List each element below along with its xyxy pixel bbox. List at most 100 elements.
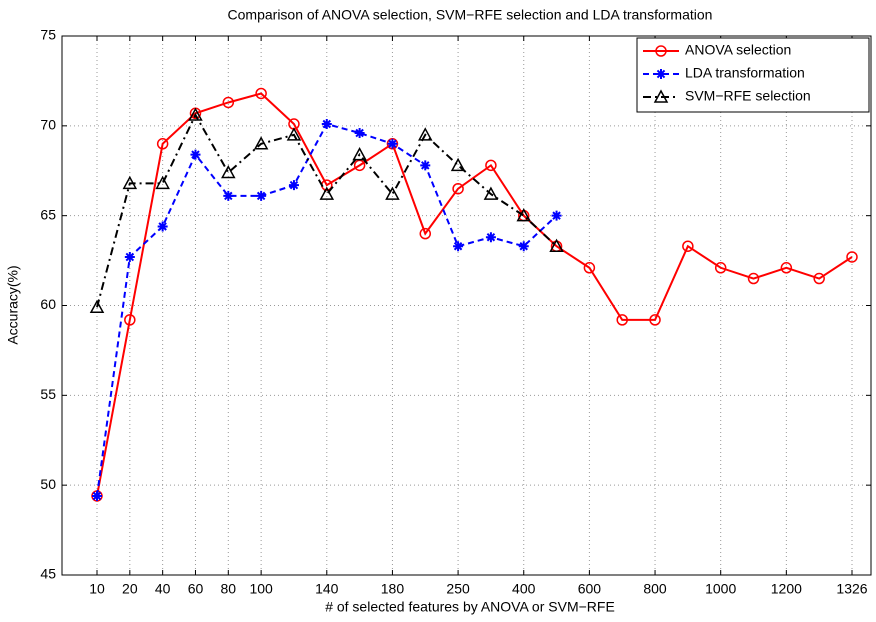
x-tick-label: 180 — [381, 581, 405, 597]
marker — [518, 241, 529, 252]
marker-shape — [714, 262, 727, 274]
marker-shape — [518, 241, 529, 252]
marker-shape — [124, 251, 135, 262]
marker — [649, 314, 661, 326]
marker — [155, 175, 170, 190]
marker — [89, 299, 105, 314]
marker — [653, 89, 669, 103]
marker — [747, 272, 760, 285]
marker-shape — [747, 272, 760, 285]
marker — [222, 96, 235, 109]
marker-shape — [420, 160, 431, 171]
y-tick-label: 60 — [40, 296, 56, 312]
marker-shape — [253, 136, 269, 150]
y-tick-label: 70 — [40, 117, 56, 133]
marker — [616, 314, 628, 326]
x-tick-label: 80 — [221, 581, 237, 597]
marker — [450, 157, 466, 172]
marker-shape — [485, 159, 497, 172]
x-tick-label: 1200 — [771, 581, 802, 597]
marker-shape — [616, 314, 628, 326]
x-tick-label: 10 — [89, 581, 105, 597]
marker — [516, 208, 532, 222]
y-tick-label: 75 — [40, 27, 56, 43]
marker-shape — [450, 157, 466, 172]
marker — [682, 240, 694, 252]
x-tick-label: 600 — [578, 581, 602, 597]
series-line — [96, 112, 558, 308]
marker-shape — [353, 159, 366, 172]
marker-shape — [682, 240, 694, 252]
marker-shape — [649, 314, 661, 326]
marker — [485, 232, 496, 243]
marker — [655, 45, 667, 57]
marker — [846, 251, 858, 263]
marker-shape — [483, 186, 499, 200]
marker — [485, 159, 497, 172]
marker — [385, 186, 400, 200]
marker-shape — [124, 314, 136, 326]
marker — [352, 147, 367, 161]
x-tick-label: 140 — [315, 581, 339, 597]
legend-label: LDA transformation — [685, 65, 805, 81]
marker — [656, 69, 666, 79]
y-tick-label: 55 — [40, 386, 56, 402]
x-tick-label: 60 — [188, 581, 204, 597]
marker-shape — [156, 138, 169, 150]
marker-shape — [655, 45, 667, 57]
marker-shape — [157, 221, 168, 232]
x-tick-label: 20 — [122, 581, 138, 597]
x-tick-label: 800 — [643, 581, 667, 597]
y-tick-label: 65 — [40, 206, 56, 222]
marker — [483, 186, 499, 200]
marker-shape — [288, 180, 299, 191]
marker — [714, 262, 727, 274]
marker-shape — [551, 210, 562, 221]
marker-shape — [255, 87, 267, 100]
marker — [549, 238, 564, 252]
marker-shape — [780, 262, 793, 274]
marker-shape — [387, 138, 398, 149]
x-tick-label: 250 — [446, 581, 470, 597]
marker — [319, 186, 335, 200]
y-tick-label: 50 — [40, 476, 56, 492]
marker-shape — [419, 227, 432, 240]
marker — [551, 210, 562, 221]
x-tick-label: 1326 — [836, 581, 867, 597]
marker — [453, 241, 464, 252]
marker-shape — [188, 107, 203, 121]
marker — [419, 227, 432, 240]
marker-shape — [155, 175, 170, 190]
marker — [353, 159, 366, 172]
marker-shape — [452, 182, 464, 195]
marker-shape — [319, 186, 335, 200]
marker-shape — [549, 238, 564, 252]
marker-shape — [846, 251, 858, 263]
y-axis-label: Accuracy(%) — [5, 265, 21, 344]
marker-shape — [813, 272, 825, 285]
series-line — [96, 92, 853, 497]
marker-shape — [583, 262, 596, 274]
x-tick-label: 40 — [155, 581, 171, 597]
x-tick-label: 400 — [512, 581, 536, 597]
y-tick-label: 45 — [40, 566, 56, 582]
marker — [583, 262, 596, 274]
marker — [420, 160, 431, 171]
marker — [354, 128, 365, 139]
x-tick-label: 1000 — [705, 581, 736, 597]
legend-label: ANOVA selection — [685, 42, 791, 58]
marker-shape — [516, 208, 532, 222]
x-axis-label: # of selected features by ANOVA or SVM−R… — [325, 599, 615, 615]
x-tick-label: 100 — [249, 581, 273, 597]
marker-shape — [222, 96, 235, 109]
marker — [221, 164, 236, 179]
marker — [157, 221, 168, 232]
marker — [813, 272, 825, 285]
marker — [122, 175, 138, 190]
marker-shape — [352, 147, 367, 161]
marker-shape — [256, 190, 267, 201]
marker-shape — [223, 190, 234, 201]
marker-shape — [656, 69, 666, 79]
marker-shape — [453, 241, 464, 252]
